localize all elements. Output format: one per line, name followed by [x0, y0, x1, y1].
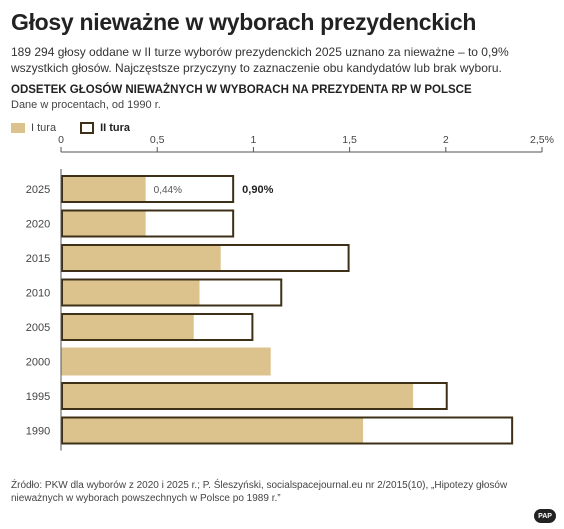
bar-first-round [61, 209, 146, 238]
bar-second-round [61, 278, 283, 307]
bar-first-round [61, 175, 146, 203]
bar-first-round [61, 416, 364, 445]
category-label: 2005 [26, 322, 50, 334]
category-label: 1990 [26, 426, 50, 438]
source-note: Źródło: PKW dla wyborów z 2020 i 2025 r.… [11, 480, 508, 504]
bar-first-round [61, 313, 194, 341]
legend-label-second-round: II tura [100, 122, 131, 134]
legend-item-first-round: I tura [11, 122, 56, 134]
category-label: 2025 [26, 184, 50, 196]
bar-second-round [61, 416, 514, 445]
pap-logo: PAP [534, 509, 556, 523]
x-tick-label: 1,5 [342, 134, 357, 146]
lead-text: 189 294 głosy oddane w II turze wyborów … [11, 45, 509, 75]
x-tick-label: 2,5% [530, 134, 554, 146]
bar-first-round [61, 382, 414, 410]
data-label-first-round: 0,44% [154, 185, 182, 196]
bar-first-round [61, 278, 200, 307]
chart-title: ODSETEK GŁOSÓW NIEWAŻNYCH W WYBORACH NA … [11, 84, 472, 96]
chart-legend: I tura II tura [11, 122, 154, 134]
bar-first-round [61, 347, 271, 376]
category-label: 2010 [26, 288, 50, 300]
x-tick-label: 0 [58, 134, 64, 146]
bar-second-round [61, 244, 350, 272]
category-label: 2015 [26, 253, 50, 265]
legend-swatch-first-round [11, 123, 25, 133]
legend-swatch-second-round [80, 122, 95, 134]
page-title: Głosy nieważne w wyborach prezydenckich [11, 9, 477, 35]
bar-second-round [61, 313, 254, 341]
x-tick-label: 2 [443, 134, 449, 146]
bar-first-round [61, 244, 221, 272]
x-tick-label: 1 [250, 134, 256, 146]
bar-second-round [61, 175, 235, 203]
data-label-second-round: 0,90% [242, 184, 273, 196]
legend-item-second-round: II tura [80, 122, 130, 134]
x-tick-label: 0,5 [150, 134, 165, 146]
category-label: 2000 [26, 357, 50, 369]
category-label: 1995 [26, 391, 50, 403]
legend-label-first-round: I tura [31, 122, 57, 134]
category-label: 2020 [26, 219, 50, 231]
chart-subtitle: Dane w procentach, od 1990 r. [11, 99, 161, 111]
bar-second-round [61, 209, 235, 238]
bar-second-round [61, 382, 448, 410]
